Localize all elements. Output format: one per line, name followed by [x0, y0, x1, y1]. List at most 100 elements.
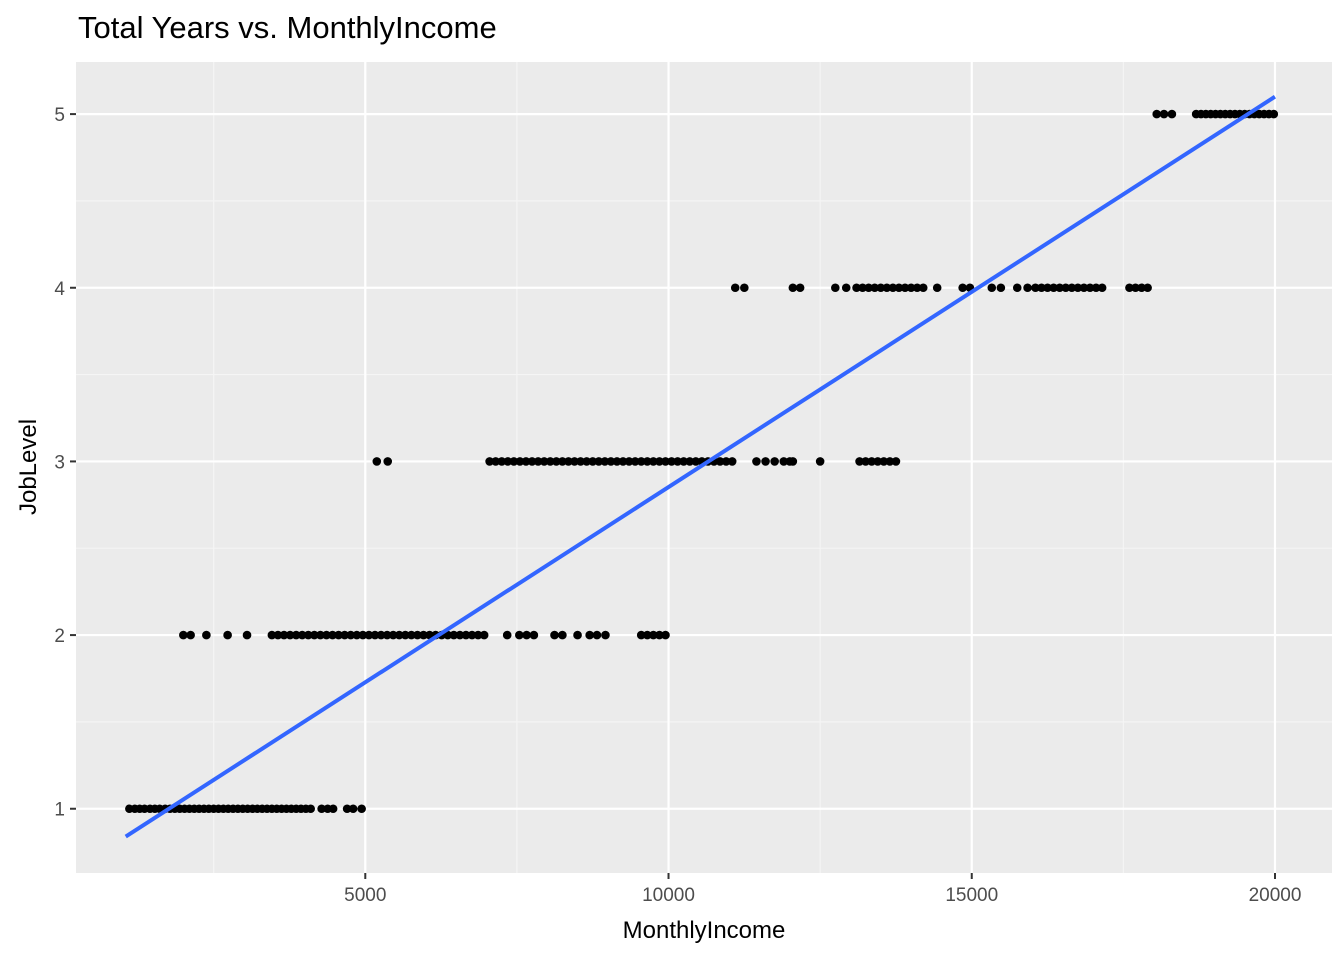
y-tick-label: 2: [54, 626, 65, 647]
data-point: [340, 630, 349, 640]
data-point: [655, 630, 664, 640]
data-point: [527, 457, 537, 466]
data-point: [727, 457, 737, 466]
data-point: [885, 457, 895, 466]
data-point: [996, 283, 1006, 293]
data-point: [522, 630, 531, 640]
data-point: [552, 457, 561, 466]
data-point: [317, 804, 326, 814]
x-tick-label: 20000: [1249, 885, 1302, 906]
data-point: [1097, 283, 1107, 293]
data-point: [383, 457, 393, 466]
data-point: [888, 283, 898, 293]
data-point: [342, 804, 352, 814]
data-point: [585, 630, 594, 640]
data-point: [661, 457, 670, 466]
data-point: [357, 804, 366, 814]
data-point: [328, 630, 337, 640]
data-point: [322, 630, 331, 640]
data-point: [372, 457, 382, 466]
data-point: [348, 804, 358, 814]
data-point: [388, 630, 398, 640]
data-point: [855, 457, 864, 466]
data-point: [413, 630, 422, 640]
plot-panel: [76, 62, 1332, 873]
data-point: [636, 630, 646, 640]
data-point: [912, 283, 922, 293]
data-point: [328, 804, 338, 814]
data-point: [1061, 283, 1071, 293]
data-point: [606, 457, 616, 466]
data-point: [461, 630, 471, 640]
data-point: [831, 283, 840, 293]
y-axis: 1 2 3 4 5: [54, 105, 76, 821]
data-point: [352, 630, 362, 640]
data-point: [630, 457, 640, 466]
data-point: [1043, 283, 1052, 293]
data-point: [815, 457, 825, 466]
data-point: [1137, 283, 1146, 293]
data-point: [592, 630, 602, 640]
data-point: [770, 457, 779, 466]
data-point: [539, 457, 549, 466]
data-point: [740, 283, 749, 293]
y-tick-label: 5: [54, 105, 65, 126]
data-point: [882, 283, 892, 293]
data-point: [394, 630, 404, 640]
y-tick-label: 4: [54, 279, 65, 300]
data-point: [932, 283, 942, 293]
data-point: [473, 630, 483, 640]
data-point: [202, 630, 211, 640]
data-point: [279, 630, 289, 640]
data-point: [879, 457, 889, 466]
data-point: [467, 630, 477, 640]
data-point: [761, 457, 770, 466]
data-point: [601, 630, 610, 640]
data-point: [594, 457, 604, 466]
data-point: [788, 457, 798, 466]
data-point: [852, 283, 861, 293]
data-point: [310, 630, 319, 640]
data-point: [667, 457, 676, 466]
data-point: [407, 630, 416, 640]
data-point: [223, 630, 232, 640]
data-point: [1079, 283, 1089, 293]
x-tick-label: 10000: [642, 885, 695, 906]
data-point: [1167, 109, 1177, 119]
data-point: [509, 457, 519, 466]
data-point: [841, 283, 851, 293]
data-point: [673, 457, 682, 466]
data-point: [691, 457, 701, 466]
data-point: [273, 630, 283, 640]
data-point: [624, 457, 634, 466]
data-point: [515, 630, 524, 640]
data-point: [502, 630, 512, 640]
x-axis-title: MonthlyIncome: [623, 917, 786, 944]
data-point: [334, 630, 343, 640]
data-point: [876, 283, 886, 293]
data-point: [685, 457, 695, 466]
data-point: [491, 457, 500, 466]
data-point: [1012, 283, 1022, 293]
data-point: [533, 457, 543, 466]
data-point: [316, 630, 325, 640]
data-point: [894, 283, 904, 293]
data-point: [987, 283, 997, 293]
data-point: [661, 630, 670, 640]
data-point: [376, 630, 386, 640]
data-point: [449, 630, 459, 640]
data-point: [186, 630, 195, 640]
data-point: [1269, 109, 1279, 119]
data-point: [545, 457, 555, 466]
data-point: [1131, 283, 1140, 293]
data-point: [867, 457, 876, 466]
y-tick-label: 3: [54, 452, 65, 473]
data-point: [455, 630, 465, 640]
data-point: [1085, 283, 1095, 293]
data-point: [521, 457, 531, 466]
data-point: [1125, 283, 1134, 293]
data-point: [291, 630, 301, 640]
data-point: [382, 630, 392, 640]
data-point: [358, 630, 368, 640]
data-point: [1023, 283, 1032, 293]
